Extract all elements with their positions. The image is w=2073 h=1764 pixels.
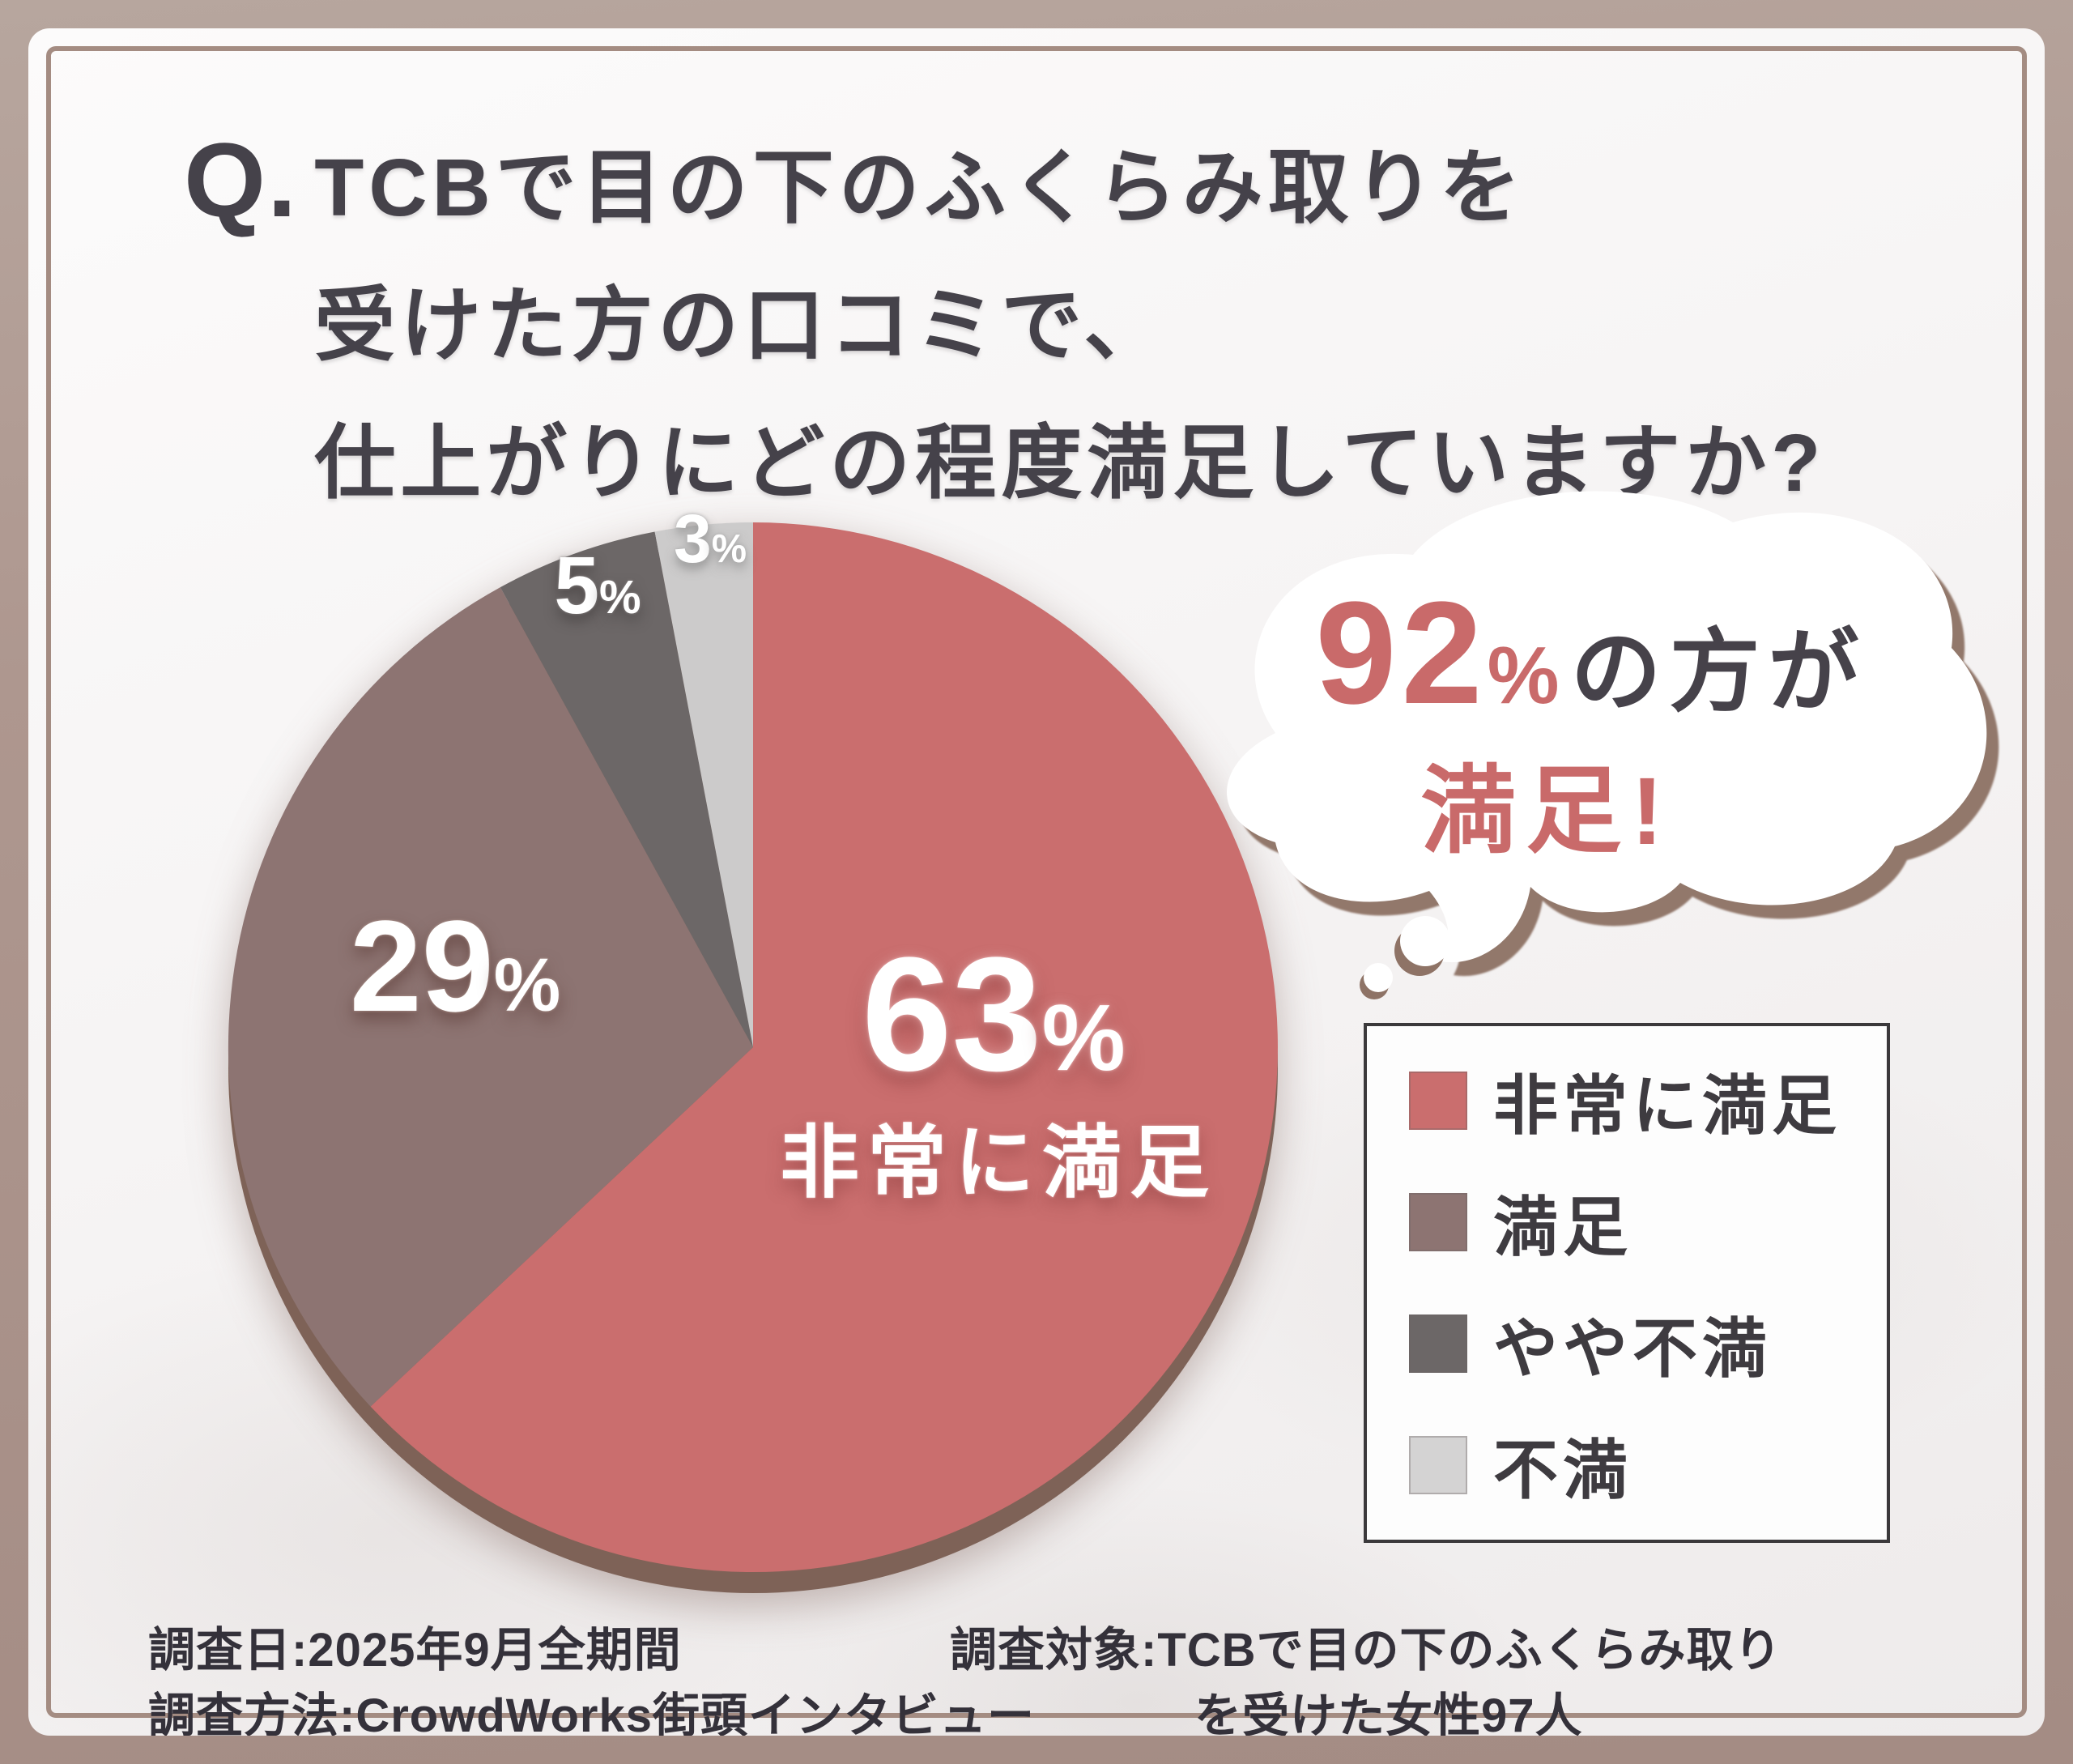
pie-slice-somewhat-dissatisfied: [500, 531, 753, 1047]
content-card: Q. TCBで目の下のふくらみ取りを 受けた方の口コミで、 仕上がりにどの程度満…: [28, 28, 2045, 1736]
slice-value: 5: [554, 540, 600, 631]
bubble-subline: 満足!: [1420, 758, 1673, 865]
legend-swatch-very-satisfied: [1409, 1072, 1467, 1130]
legend-label: 不満: [1493, 1434, 1632, 1506]
slice-label-satisfied-value: 29%: [350, 901, 560, 1031]
legend-item-somewhat-dissatisfied: やや不満: [1409, 1297, 1887, 1391]
thought-bubble-dot-large: [1400, 916, 1450, 966]
footer-survey-target-line2: を受けた女性97人: [1194, 1689, 1583, 1736]
legend-swatch-satisfied: [1409, 1193, 1467, 1251]
title-line-2: 受けた方の口コミで、: [314, 280, 1170, 371]
pie-slice-satisfied: [228, 587, 753, 1407]
slice-label-somewhat-dissatisfied-value: 5%: [554, 545, 641, 626]
thought-bubble-shape: [1227, 491, 1987, 963]
title-q-mark: Q.: [184, 121, 299, 239]
thought-bubble-dot-small: [1364, 963, 1393, 992]
footer-survey-info-right: 調査対象:TCBで目の下のふくらみ取り を受けた女性97人: [950, 1617, 1782, 1736]
bubble-value: 92: [1315, 572, 1488, 735]
slice-value: 29: [349, 893, 494, 1038]
percent-sign: %: [493, 943, 561, 1027]
footer-survey-method: 調査方法:CrowdWorks街頭インタビュー: [148, 1689, 1035, 1736]
legend-swatch-dissatisfied: [1409, 1436, 1467, 1494]
legend-label: やや不満: [1493, 1313, 1772, 1385]
slice-label-very-satisfied-text: 非常に満足: [779, 1118, 1218, 1207]
legend-swatch-somewhat-dissatisfied: [1409, 1314, 1467, 1373]
percent-sign: %: [1041, 985, 1126, 1090]
slice-label-very-satisfied-value: 63%: [862, 934, 1126, 1096]
legend-label: 非常に満足: [1493, 1070, 1841, 1142]
legend-item-dissatisfied: 不満: [1409, 1418, 1887, 1512]
pie-chart: [186, 480, 1320, 1614]
legend-box: 非常に満足 満足 やや不満 不満: [1364, 1023, 1890, 1543]
legend-item-very-satisfied: 非常に満足: [1409, 1054, 1887, 1148]
thought-bubble: 92% の方が 満足!: [1162, 466, 2020, 984]
percent-sign: %: [599, 571, 641, 624]
footer-survey-info-left: 調査日:2025年9月全期間 調査方法:CrowdWorks街頭インタビュー: [148, 1617, 1035, 1736]
pie-slice-dissatisfied: [654, 522, 753, 1047]
slice-label-dissatisfied-value: 3%: [674, 505, 747, 573]
legend-item-satisfied: 満足: [1409, 1175, 1887, 1269]
footer-survey-date: 調査日:2025年9月全期間: [148, 1624, 682, 1677]
bubble-suffix: の方が: [1570, 621, 1867, 722]
bubble-headline: 92% の方が: [1162, 569, 2020, 737]
pie-slice-very-satisfied: [370, 522, 1278, 1572]
slice-value: 3: [673, 501, 712, 577]
pie-chart-svg: [228, 522, 1278, 1593]
slice-value: 63: [862, 924, 1042, 1105]
legend-label: 満足: [1493, 1191, 1632, 1263]
percent-sign: %: [1487, 630, 1560, 721]
footer-survey-target-line1: 調査対象:TCBで目の下のふくらみ取り: [950, 1624, 1782, 1677]
percent-sign: %: [711, 527, 747, 571]
title-line-1: TCBで目の下のふくらみ取りを: [314, 143, 1526, 233]
